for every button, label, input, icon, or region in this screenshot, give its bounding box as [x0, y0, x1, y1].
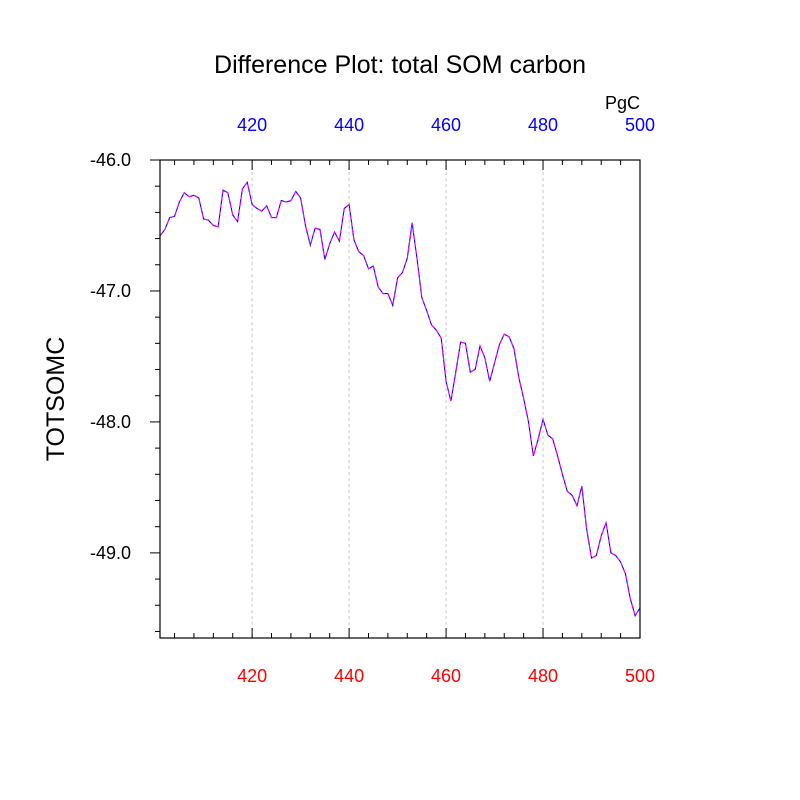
y-tick-label: -49.0: [90, 543, 131, 563]
axis-ticks: [150, 159, 641, 638]
series-lines: [159, 180, 641, 618]
x-tick-label-top: 500: [625, 115, 655, 135]
x-tick-label-bottom: 420: [237, 666, 267, 686]
x-tick-label-bottom: 500: [625, 666, 655, 686]
x-tick-label-top: 440: [334, 115, 364, 135]
y-axis-title: TOTSOMC: [42, 337, 70, 462]
grid-lines: [251, 160, 544, 638]
chart-title: Difference Plot: total SOM carbon: [214, 51, 586, 79]
x-tick-label-bottom: 460: [431, 666, 461, 686]
y-tick-label: -47.0: [90, 281, 131, 301]
y-tick-label: -48.0: [90, 412, 131, 432]
x-tick-label-bottom: 480: [528, 666, 558, 686]
data-line-dashed-0: [159, 180, 641, 618]
plot-frame: [159, 159, 641, 639]
data-line-0: [159, 180, 641, 618]
x-tick-label-top: 460: [431, 115, 461, 135]
axis-tick-labels: 420 440 460 480 500 420 440 460 480 500 -46.0 -47.0…: [90, 115, 655, 686]
x-tick-label-bottom: 440: [334, 666, 364, 686]
y-tick-label: -46.0: [90, 150, 131, 170]
x-tick-label-top: 480: [528, 115, 558, 135]
x-tick-label-top: 420: [237, 115, 267, 135]
units-label: PgC: [605, 93, 640, 113]
